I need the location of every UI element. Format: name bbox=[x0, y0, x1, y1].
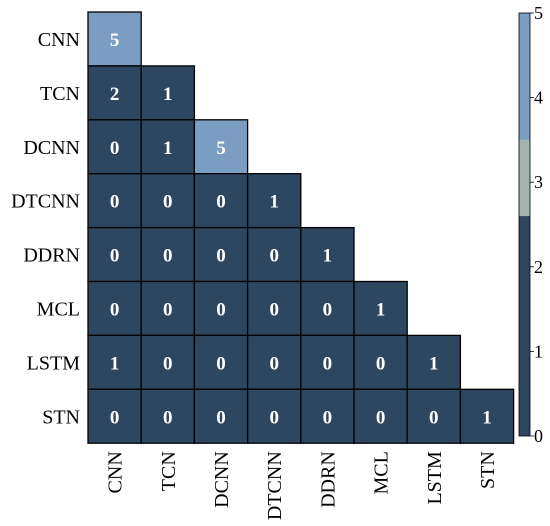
cell-MCL-DTCNN bbox=[246, 280, 302, 337]
cell-MCL-MCL bbox=[353, 280, 408, 337]
cell-value-TCN-TCN: 1 bbox=[163, 84, 173, 105]
column-label-mcl: MCL bbox=[371, 451, 393, 494]
cell-value-MCL-TCN: 0 bbox=[163, 299, 173, 320]
cell-value-STN-MCL: 0 bbox=[376, 407, 386, 428]
cell-LSTM-TCN bbox=[140, 334, 196, 390]
cell-value-LSTM-DDRN: 0 bbox=[323, 353, 333, 374]
cell-LSTM-LSTM bbox=[406, 334, 462, 390]
colorbar-segment-0 bbox=[519, 216, 530, 436]
cell-value-DTCNN-DTCNN: 1 bbox=[269, 192, 279, 213]
cell-value-DDRN-DTCNN: 0 bbox=[269, 246, 279, 267]
heatmap-cells: 5 2 1 0 1 5 0 0 0 1 0 0 0 0 1 0 0 0 0 0 1 1 0 0 0 0 0 1 0 0 0 0 0 0 0 1 bbox=[87, 11, 515, 444]
cell-STN-DCNN bbox=[193, 388, 249, 444]
colorbar-tick-label-1: 1 bbox=[534, 341, 543, 361]
column-label-ddrn: DDRN bbox=[317, 451, 339, 508]
cell-value-STN-CNN: 0 bbox=[110, 407, 120, 428]
colorbar-tick-label-3: 3 bbox=[534, 172, 543, 192]
cell-STN-LSTM bbox=[406, 388, 462, 444]
cell-value-STN-DDRN: 0 bbox=[323, 407, 333, 428]
cell-CNN-CNN bbox=[87, 11, 142, 67]
cell-MCL-DDRN bbox=[300, 280, 355, 337]
colorbar-segment-2 bbox=[519, 13, 530, 140]
cell-value-DTCNN-DCNN: 0 bbox=[216, 192, 226, 213]
cell-DTCNN-TCN bbox=[140, 173, 196, 229]
column-labels: CNN TCN DCNN DTCNN DDRN MCL LSTM STN bbox=[105, 451, 499, 520]
cell-value-STN-DCNN: 0 bbox=[216, 407, 226, 428]
cell-value-STN-LSTM: 0 bbox=[429, 407, 439, 428]
cell-DTCNN-DTCNN bbox=[246, 173, 302, 229]
cell-LSTM-MCL bbox=[353, 334, 408, 390]
colorbar-frame bbox=[518, 12, 531, 437]
column-label-stn: STN bbox=[477, 451, 499, 489]
cell-DCNN-DCNN bbox=[193, 119, 249, 175]
cell-MCL-CNN bbox=[87, 280, 142, 337]
cell-value-MCL-DCNN: 0 bbox=[216, 299, 226, 320]
cell-value-MCL-CNN: 0 bbox=[110, 299, 120, 320]
cell-value-DCNN-TCN: 1 bbox=[163, 138, 173, 159]
cell-value-STN-STN: 1 bbox=[482, 407, 492, 428]
row-label-lstm: LSTM bbox=[27, 352, 81, 374]
cell-value-LSTM-DTCNN: 0 bbox=[269, 353, 279, 374]
cell-value-DDRN-DDRN: 1 bbox=[323, 246, 333, 267]
cell-STN-CNN bbox=[87, 388, 142, 444]
cell-MCL-TCN bbox=[140, 280, 196, 337]
cell-value-DCNN-DCNN: 5 bbox=[216, 138, 226, 159]
cell-value-DCNN-CNN: 0 bbox=[110, 138, 120, 159]
cell-value-LSTM-MCL: 0 bbox=[376, 353, 386, 374]
cell-STN-STN bbox=[459, 388, 515, 444]
column-label-dtcnn: DTCNN bbox=[264, 451, 286, 520]
cell-value-LSTM-TCN: 0 bbox=[163, 353, 173, 374]
cell-TCN-CNN bbox=[87, 65, 142, 121]
cell-value-LSTM-DCNN: 0 bbox=[216, 353, 226, 374]
column-label-cnn: CNN bbox=[105, 451, 127, 493]
column-label-lstm: LSTM bbox=[424, 451, 446, 505]
cell-DDRN-DTCNN bbox=[246, 226, 302, 283]
colorbar-segment-1 bbox=[519, 139, 530, 217]
cell-value-DDRN-TCN: 0 bbox=[163, 246, 173, 267]
cell-DDRN-TCN bbox=[140, 226, 196, 283]
colorbar-tick-label-5: 5 bbox=[534, 3, 543, 23]
row-label-ddrn: DDRN bbox=[23, 245, 80, 267]
cell-value-DTCNN-TCN: 0 bbox=[163, 192, 173, 213]
row-labels: CNN TCN DCNN DTCNN DDRN MCL LSTM STN bbox=[11, 29, 80, 428]
column-label-dcnn: DCNN bbox=[211, 451, 233, 508]
cell-value-LSTM-LSTM: 1 bbox=[429, 353, 439, 374]
cell-value-STN-TCN: 0 bbox=[163, 407, 173, 428]
row-label-tcn: TCN bbox=[40, 83, 80, 105]
cell-value-DDRN-CNN: 0 bbox=[110, 246, 120, 267]
cell-value-MCL-DTCNN: 0 bbox=[269, 299, 279, 320]
row-label-mcl: MCL bbox=[37, 298, 80, 320]
colorbar-tick-label-4: 4 bbox=[534, 88, 543, 108]
row-label-cnn: CNN bbox=[38, 29, 80, 51]
cell-STN-MCL bbox=[353, 388, 408, 444]
cell-MCL-DCNN bbox=[193, 280, 249, 337]
row-label-dcnn: DCNN bbox=[23, 137, 80, 159]
colorbar-tick-label-2: 2 bbox=[534, 257, 543, 277]
cell-value-CNN-CNN: 5 bbox=[110, 30, 120, 51]
cell-value-DDRN-DCNN: 0 bbox=[216, 246, 226, 267]
colorbar-tick-label-0: 0 bbox=[534, 426, 543, 446]
column-label-tcn: TCN bbox=[158, 451, 180, 491]
cell-value-STN-DTCNN: 0 bbox=[269, 407, 279, 428]
row-label-stn: STN bbox=[42, 406, 80, 428]
cell-value-TCN-CNN: 2 bbox=[110, 84, 120, 105]
cell-value-DTCNN-CNN: 0 bbox=[110, 192, 120, 213]
cell-value-MCL-MCL: 1 bbox=[376, 299, 386, 320]
row-label-dtcnn: DTCNN bbox=[11, 191, 80, 213]
colorbar: 0 1 2 3 4 5 bbox=[518, 3, 543, 446]
cell-LSTM-CNN bbox=[87, 334, 142, 390]
cell-value-MCL-DDRN: 0 bbox=[323, 299, 333, 320]
cell-value-LSTM-CNN: 1 bbox=[110, 353, 120, 374]
